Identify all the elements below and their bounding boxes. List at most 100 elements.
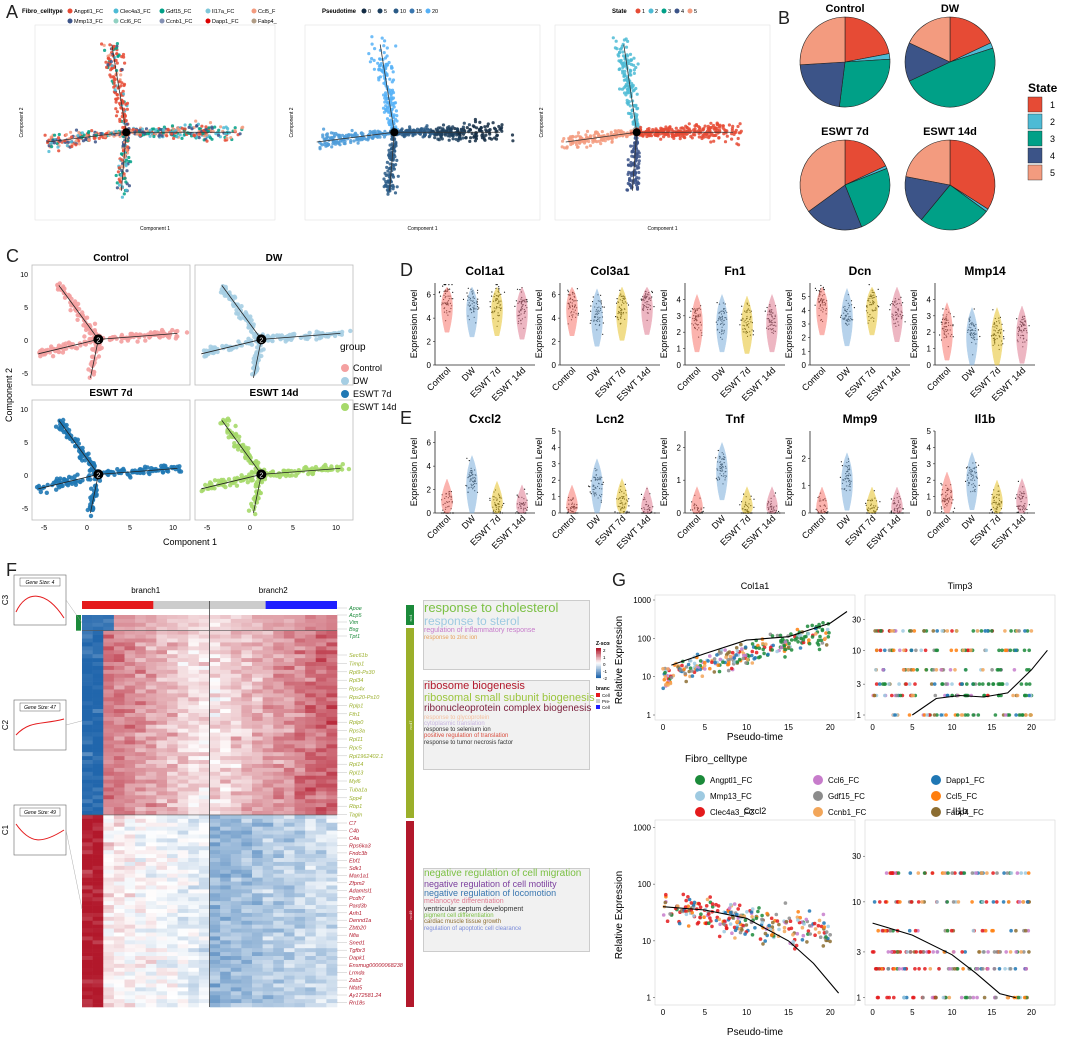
cell-point bbox=[219, 125, 223, 129]
cell-point bbox=[234, 307, 239, 313]
violin-point bbox=[902, 302, 904, 304]
violin-shape bbox=[441, 286, 453, 333]
cell-point bbox=[618, 87, 622, 91]
violin-point bbox=[814, 287, 816, 289]
pie-slice bbox=[799, 16, 846, 66]
violin-point bbox=[840, 316, 842, 318]
cell-point bbox=[66, 474, 72, 480]
cell-point bbox=[683, 129, 688, 133]
cell-point bbox=[738, 122, 742, 126]
violin-point bbox=[452, 298, 454, 300]
facet-frame bbox=[194, 264, 354, 386]
x-tick: 10 bbox=[332, 525, 340, 532]
cell-point bbox=[125, 107, 129, 111]
y-tick: 0 bbox=[552, 361, 557, 370]
cell-point bbox=[80, 478, 85, 483]
cell-point bbox=[389, 92, 393, 96]
violin-point bbox=[654, 512, 656, 514]
cell-point bbox=[627, 61, 631, 66]
violin-point bbox=[516, 494, 518, 496]
cell-point bbox=[325, 144, 329, 148]
cell-point bbox=[382, 93, 386, 97]
trajectory-line bbox=[316, 44, 501, 191]
violin-point bbox=[503, 291, 506, 293]
panel-letter-d: D bbox=[400, 260, 413, 280]
violin-point bbox=[514, 305, 516, 307]
cell-point bbox=[462, 121, 466, 125]
violin-point bbox=[501, 512, 504, 514]
cell-point bbox=[349, 139, 353, 143]
cell-point bbox=[89, 486, 94, 491]
violin-point bbox=[449, 512, 452, 514]
y-tick: 10 bbox=[20, 407, 28, 414]
legend-dot bbox=[661, 8, 667, 14]
legend-label: Mmp13_FC bbox=[74, 19, 103, 25]
cell-point bbox=[687, 122, 691, 126]
violin-point bbox=[519, 289, 521, 291]
cell-point bbox=[593, 132, 598, 136]
cell-point bbox=[69, 130, 73, 134]
cell-point bbox=[621, 50, 625, 54]
cell-point bbox=[700, 135, 704, 139]
cell-point bbox=[376, 135, 380, 139]
pie-slice bbox=[908, 47, 996, 108]
cell-point bbox=[241, 125, 245, 129]
y-tick: 0 bbox=[24, 473, 28, 480]
cell-point bbox=[393, 191, 398, 195]
legend-label: 5 bbox=[694, 9, 697, 15]
cell-point bbox=[236, 339, 241, 344]
violin-point bbox=[952, 324, 954, 326]
cell-point bbox=[402, 132, 406, 137]
cell-point bbox=[635, 140, 639, 144]
cell-point bbox=[223, 286, 229, 292]
legend-dot bbox=[341, 364, 349, 372]
cell-point bbox=[121, 125, 125, 130]
cell-point bbox=[110, 64, 114, 68]
cell-point bbox=[56, 145, 60, 149]
branch-point bbox=[390, 128, 399, 137]
violin-point bbox=[1003, 338, 1005, 340]
cell-point bbox=[651, 128, 655, 132]
cell-point bbox=[148, 134, 152, 138]
cell-point bbox=[65, 144, 69, 148]
cell-point bbox=[173, 329, 179, 334]
violin-point bbox=[690, 509, 692, 511]
cell-point bbox=[500, 129, 504, 133]
y-tick: 1 bbox=[677, 476, 682, 485]
cell-point bbox=[510, 133, 515, 137]
cell-point bbox=[129, 160, 133, 164]
violin-point bbox=[518, 512, 520, 514]
y-axis-label: Expression Level bbox=[409, 290, 419, 359]
cell-point bbox=[343, 139, 347, 143]
violin-point bbox=[628, 511, 630, 513]
plot-frame bbox=[34, 24, 276, 221]
cell-point bbox=[623, 69, 627, 73]
violin-point bbox=[451, 284, 453, 286]
violin-shape bbox=[841, 287, 853, 347]
cell-point bbox=[233, 129, 237, 133]
cell-point bbox=[378, 57, 382, 61]
y-axis-label: Component 2 bbox=[289, 107, 295, 137]
cell-point bbox=[54, 487, 59, 492]
cell-point bbox=[119, 468, 125, 473]
cell-point bbox=[478, 120, 482, 124]
cell-point bbox=[157, 335, 163, 340]
violin-title: Fn1 bbox=[724, 264, 746, 278]
cell-point bbox=[254, 479, 260, 485]
violin-point bbox=[616, 298, 618, 300]
cell-point bbox=[192, 133, 196, 137]
branch-number: 2 bbox=[96, 337, 100, 344]
cell-point bbox=[80, 131, 84, 135]
cell-point bbox=[126, 139, 130, 143]
cell-point bbox=[124, 335, 129, 340]
cell-point bbox=[340, 462, 345, 467]
branch-number: 2 bbox=[96, 472, 100, 479]
cell-point bbox=[245, 480, 250, 485]
cell-point bbox=[723, 140, 728, 144]
y-tick: 1 bbox=[677, 345, 682, 354]
pie-slice bbox=[920, 184, 987, 231]
cell-point bbox=[162, 331, 167, 337]
cell-point bbox=[391, 166, 395, 170]
cell-point bbox=[156, 468, 161, 473]
y-axis-label: Component 2 bbox=[539, 107, 545, 137]
